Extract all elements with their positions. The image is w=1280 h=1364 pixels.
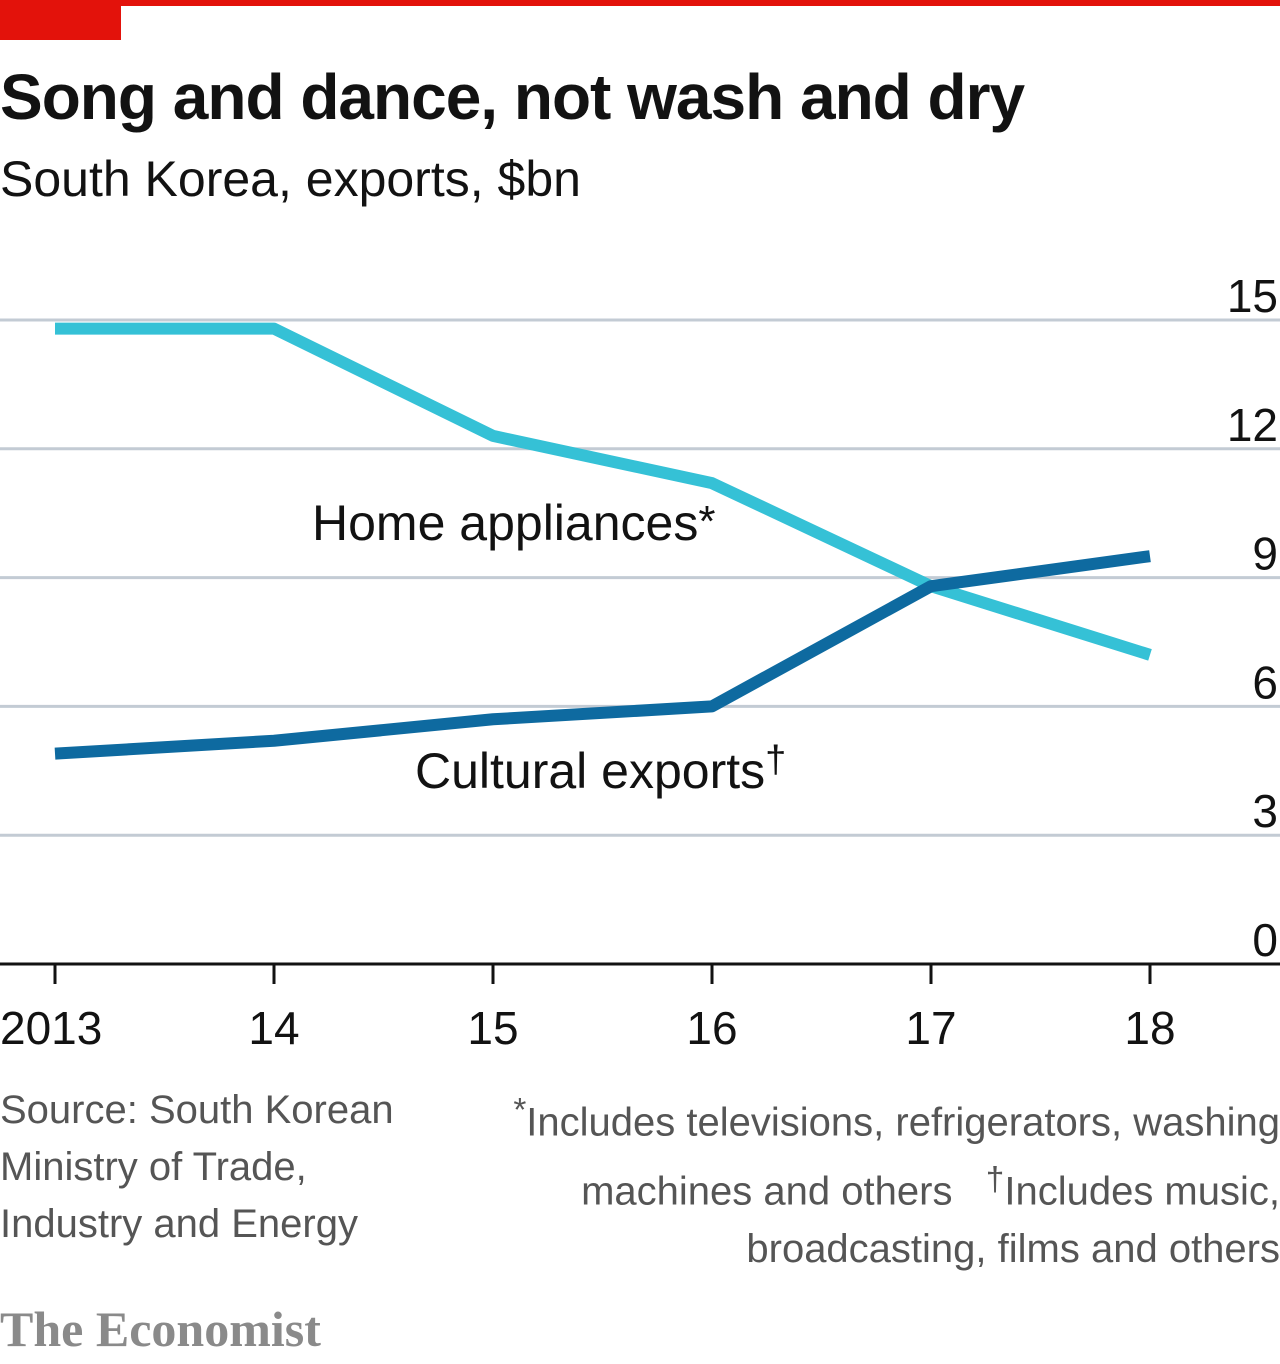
x-tick-label: 2013	[0, 1002, 102, 1054]
footnote-mark-cultural: †	[985, 1161, 1005, 1199]
y-axis-ticks: 0 3 6 9 12 15	[1227, 270, 1278, 966]
y-tick-label: 6	[1252, 656, 1278, 708]
series-label-home-appliances: Home appliances*	[312, 495, 715, 551]
gridlines	[0, 318, 1280, 837]
footnote-appliances: Includes televisions, refrigerators, was…	[526, 1100, 1280, 1214]
series-line-home-appliances	[55, 322, 1152, 661]
footnote-mark-appliances: *	[513, 1092, 527, 1129]
y-tick-label: 15	[1227, 270, 1278, 322]
series-line-cultural-exports	[54, 550, 1151, 760]
footnote-cultural: Includes music, broadcasting, films and …	[746, 1169, 1280, 1271]
x-tick-label: 14	[248, 1002, 299, 1054]
source-note: Source: South Korean Ministry of Trade, …	[0, 1088, 394, 1246]
chart-title: Song and dance, not wash and dry	[0, 61, 1025, 133]
top-accent-tab	[0, 0, 121, 40]
chart-subtitle: South Korea, exports, $bn	[0, 151, 581, 207]
y-tick-label: 3	[1252, 785, 1278, 837]
x-tick-label: 17	[905, 1002, 956, 1054]
line-chart: 0 3 6 9 12 15 2013 14 15 16 17 18 Home appliances*…	[0, 270, 1280, 1054]
x-axis: 2013 14 15 16 17 18	[0, 962, 1280, 1054]
top-accent-rule	[0, 0, 1280, 6]
footnotes: *Includes televisions, refrigerators, wa…	[460, 1082, 1280, 1278]
y-tick-label: 0	[1252, 914, 1278, 966]
x-tick-label: 15	[467, 1002, 518, 1054]
series-labels: Home appliances* Cultural exports†	[312, 495, 786, 799]
series-lines	[54, 322, 1152, 760]
series-label-cultural-exports: Cultural exports†	[415, 739, 786, 799]
y-tick-label: 9	[1252, 528, 1278, 580]
x-tick-label: 18	[1124, 1002, 1175, 1054]
x-tick-label: 16	[686, 1002, 737, 1054]
y-tick-label: 12	[1227, 399, 1278, 451]
economist-logo: The Economist	[0, 1301, 321, 1357]
